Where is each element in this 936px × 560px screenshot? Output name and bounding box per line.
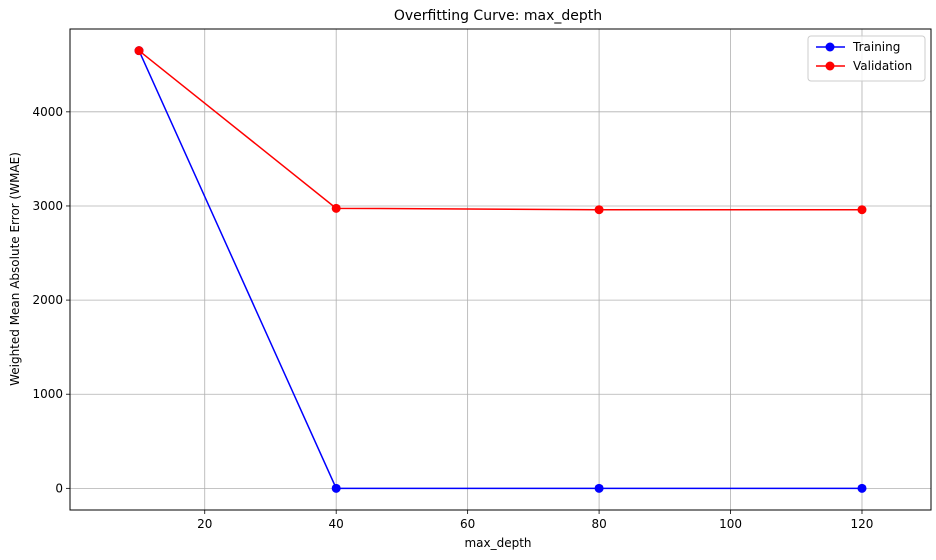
legend-marker-training: [825, 42, 835, 52]
x-tick-label: 100: [719, 517, 742, 531]
y-axis-ticks: 0 1000 2000 3000 4000: [32, 105, 70, 495]
data-point-training: [594, 483, 604, 493]
x-axis-label: max_depth: [464, 536, 531, 550]
legend-label-validation: Validation: [853, 59, 912, 73]
x-tick-label: 60: [460, 517, 475, 531]
data-point-validation: [594, 205, 604, 215]
plot-area-frame: [69, 28, 932, 511]
y-tick-label: 2000: [32, 293, 63, 307]
legend-marker-validation: [825, 61, 835, 71]
data-point-training: [857, 483, 867, 493]
series-line-training: [138, 50, 862, 490]
series-line-validation: [138, 50, 862, 211]
y-tick-label: 0: [55, 481, 63, 495]
data-point-training: [331, 483, 341, 493]
y-tick-label: 1000: [32, 387, 63, 401]
x-tick-label: 20: [197, 517, 212, 531]
data-point-validation: [134, 46, 144, 56]
y-tick-label: 4000: [32, 105, 63, 119]
data-point-validation: [857, 205, 867, 215]
chart-title: Overfitting Curve: max_depth: [394, 8, 602, 24]
grid-lines: [70, 29, 931, 510]
y-axis-label: Weighted Mean Absolute Error (WMAE): [8, 152, 22, 386]
legend-label-training: Training: [852, 40, 900, 54]
x-tick-label: 80: [591, 517, 606, 531]
x-tick-label: 40: [329, 517, 344, 531]
legend: Training Validation: [807, 35, 926, 82]
data-point-validation: [331, 203, 341, 213]
y-tick-label: 3000: [32, 199, 63, 213]
x-tick-label: 120: [851, 517, 874, 531]
series-layer: [134, 46, 867, 493]
x-axis-ticks: 20 40 60 80 100 120: [197, 510, 873, 531]
